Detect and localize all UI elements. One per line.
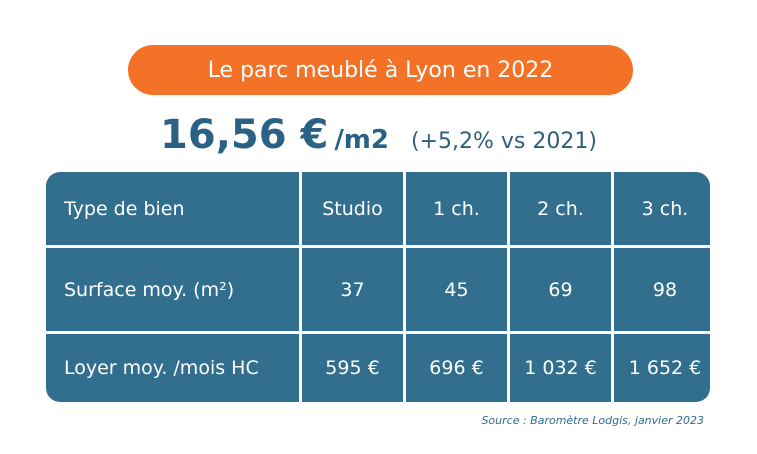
rent-studio: 595 € (302, 334, 403, 402)
title-banner: Le parc meublé à Lyon en 2022 (128, 45, 633, 95)
row-rent-label: Loyer moy. /mois HC (46, 334, 299, 402)
rent-3ch: 1 652 € (614, 334, 710, 402)
header-studio: Studio (302, 172, 403, 245)
surface-2ch: 69 (510, 248, 611, 331)
surface-3ch: 98 (614, 248, 710, 331)
rent-1ch: 696 € (406, 334, 507, 402)
page-title: Le parc meublé à Lyon en 2022 (207, 57, 554, 83)
price-summary: 16,56 € /m2 (+5,2% vs 2021) (0, 112, 757, 162)
header-1ch: 1 ch. (406, 172, 507, 245)
price-unit: /m2 (334, 125, 389, 155)
surface-1ch: 45 (406, 248, 507, 331)
row-surface-label: Surface moy. (m²) (46, 248, 299, 331)
surface-studio: 37 (302, 248, 403, 331)
price-change: (+5,2% vs 2021) (411, 129, 597, 154)
rent-2ch: 1 032 € (510, 334, 611, 402)
header-2ch: 2 ch. (510, 172, 611, 245)
header-3ch: 3 ch. (614, 172, 710, 245)
source-note: Source : Baromètre Lodgis, janvier 2023 (481, 414, 704, 427)
price-value: 16,56 € (160, 112, 329, 158)
data-table: Type de bien Studio 1 ch. 2 ch. 3 ch. Su… (46, 172, 710, 402)
header-type: Type de bien (46, 172, 299, 245)
